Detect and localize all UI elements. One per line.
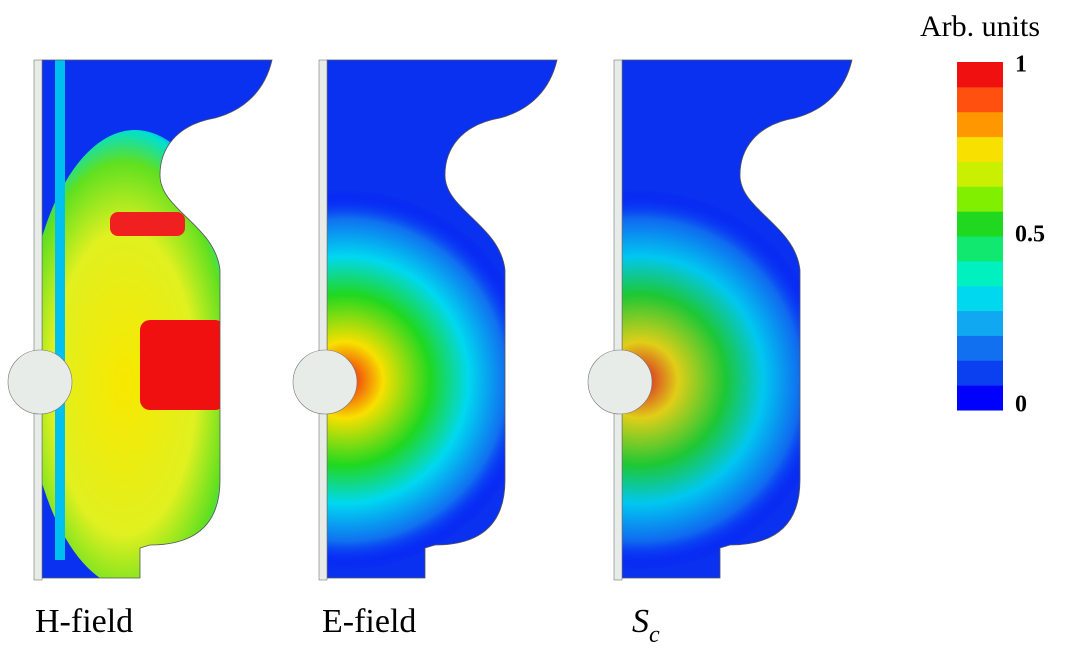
colorbar-band: [957, 260, 1003, 287]
colorbar: 00.51: [957, 52, 1045, 418]
colorbar-band: [957, 360, 1003, 386]
colorbar-band: [957, 310, 1003, 336]
colorbar-tick-label: 0: [1015, 392, 1027, 418]
colorbar-title: Arb. units: [920, 10, 1040, 43]
sc-map: [587, 59, 853, 581]
colorbar-band: [957, 285, 1003, 312]
panel-label: E-field: [322, 603, 416, 640]
panel-label: H-field: [35, 603, 133, 640]
label-sub: c: [649, 622, 660, 648]
colorbar-tick-label: 0.5: [1015, 222, 1045, 248]
h-field-map: [7, 59, 273, 581]
colorbar-band: [957, 335, 1003, 361]
colorbar-band: [957, 111, 1003, 138]
colorbar-band: [957, 161, 1003, 187]
colorbar-band: [957, 186, 1003, 212]
e-field-map: [292, 59, 558, 581]
colorbar-band: [957, 236, 1003, 262]
label-base: S: [632, 603, 649, 640]
colorbar-band: [957, 211, 1003, 237]
colorbar-band: [957, 86, 1003, 113]
colorbar-tick-label: 1: [1015, 52, 1027, 78]
panel-label: Sc: [632, 603, 660, 648]
colorbar-band: [957, 136, 1003, 162]
colorbar-band: [957, 62, 1003, 88]
colorbar-band: [957, 385, 1003, 411]
